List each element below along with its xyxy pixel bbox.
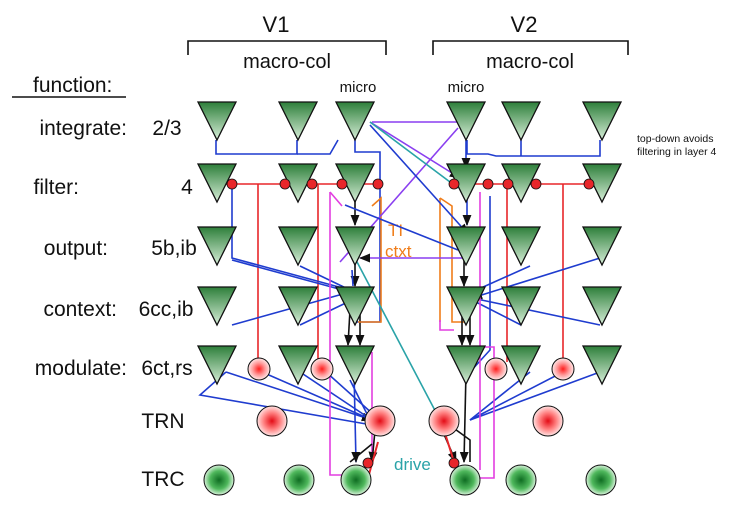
v1-output-neuron-1: [196, 226, 238, 267]
v2-micro-label: micro: [448, 79, 485, 96]
v1-output-neuron-2: [277, 226, 319, 267]
v1-bracket: [187, 40, 387, 55]
modulate-interneurons: [247, 357, 575, 381]
top-down-note-line1: top-down avoids: [637, 133, 713, 145]
v2-integrate-neuron-micro: [445, 101, 487, 142]
pyramidal-neurons: [196, 101, 623, 386]
top-down-note-line2: filtering in layer 4: [637, 146, 717, 158]
v2-modulate-neuron-2: [500, 345, 542, 386]
v1-context-neuron-micro: [334, 286, 376, 327]
v2-integrate-neuron-2: [500, 101, 542, 142]
v1-integrate-neuron-1: [196, 101, 238, 142]
v1-context-neuron-1: [196, 286, 238, 327]
v2-modulate-neuron-micro: [445, 345, 487, 386]
v1-modulate-neuron-2: [277, 345, 319, 386]
ti-label: TI: [388, 221, 403, 240]
v1-modulate-neuron-1: [196, 345, 238, 386]
v1-title: V1: [263, 12, 290, 37]
trn-neurons: [256, 405, 564, 437]
row-label-filter: filter:: [33, 176, 79, 199]
row-layer-output: 5b,ib: [151, 237, 197, 260]
function-header: function:: [33, 74, 112, 97]
row-label-context: context:: [43, 298, 117, 321]
v1-output-neuron-micro: [334, 226, 376, 267]
trn-label: TRN: [141, 410, 184, 433]
v2-title: V2: [511, 12, 538, 37]
row-label-output: output:: [44, 237, 108, 260]
ctxt-label: ctxt: [385, 242, 412, 261]
v2-context-neuron-3: [581, 286, 623, 327]
row-layer-context: 6cc,ib: [139, 298, 194, 321]
row-layer-integrate: 2/3: [152, 117, 181, 140]
v1-micro-label: micro: [340, 79, 377, 96]
v1-integrate-neuron-2: [277, 101, 319, 142]
thalamic-synapse-dots: [362, 457, 460, 469]
filter-synapse-dots: [226, 178, 595, 190]
trc-label: TRC: [141, 468, 184, 491]
row-layer-filter: 4: [181, 176, 193, 199]
drive-label: drive: [394, 455, 431, 474]
v2-context-neuron-2: [500, 286, 542, 327]
v1-macro-col-label: macro-col: [243, 51, 331, 73]
row-layer-modulate: 6ct,rs: [141, 357, 192, 380]
v2-context-neuron-micro: [445, 286, 487, 327]
v1-filter-neuron-1: [196, 163, 238, 204]
v2-integrate-neuron-3: [581, 101, 623, 142]
row-label-modulate: modulate:: [35, 357, 127, 380]
v2-modulate-neuron-3: [581, 345, 623, 386]
connections: [198, 121, 603, 479]
v2-bracket: [432, 40, 629, 55]
trc-neurons: [203, 464, 617, 496]
v2-output-neuron-3: [581, 226, 623, 267]
v2-output-neuron-2: [500, 226, 542, 267]
row-label-integrate: integrate:: [39, 117, 127, 140]
v1-integrate-neuron-micro: [334, 101, 376, 142]
v2-output-neuron-micro: [445, 226, 487, 267]
v1-context-neuron-2: [277, 286, 319, 327]
v1-modulate-neuron-micro: [334, 345, 376, 386]
v2-macro-col-label: macro-col: [486, 51, 574, 73]
